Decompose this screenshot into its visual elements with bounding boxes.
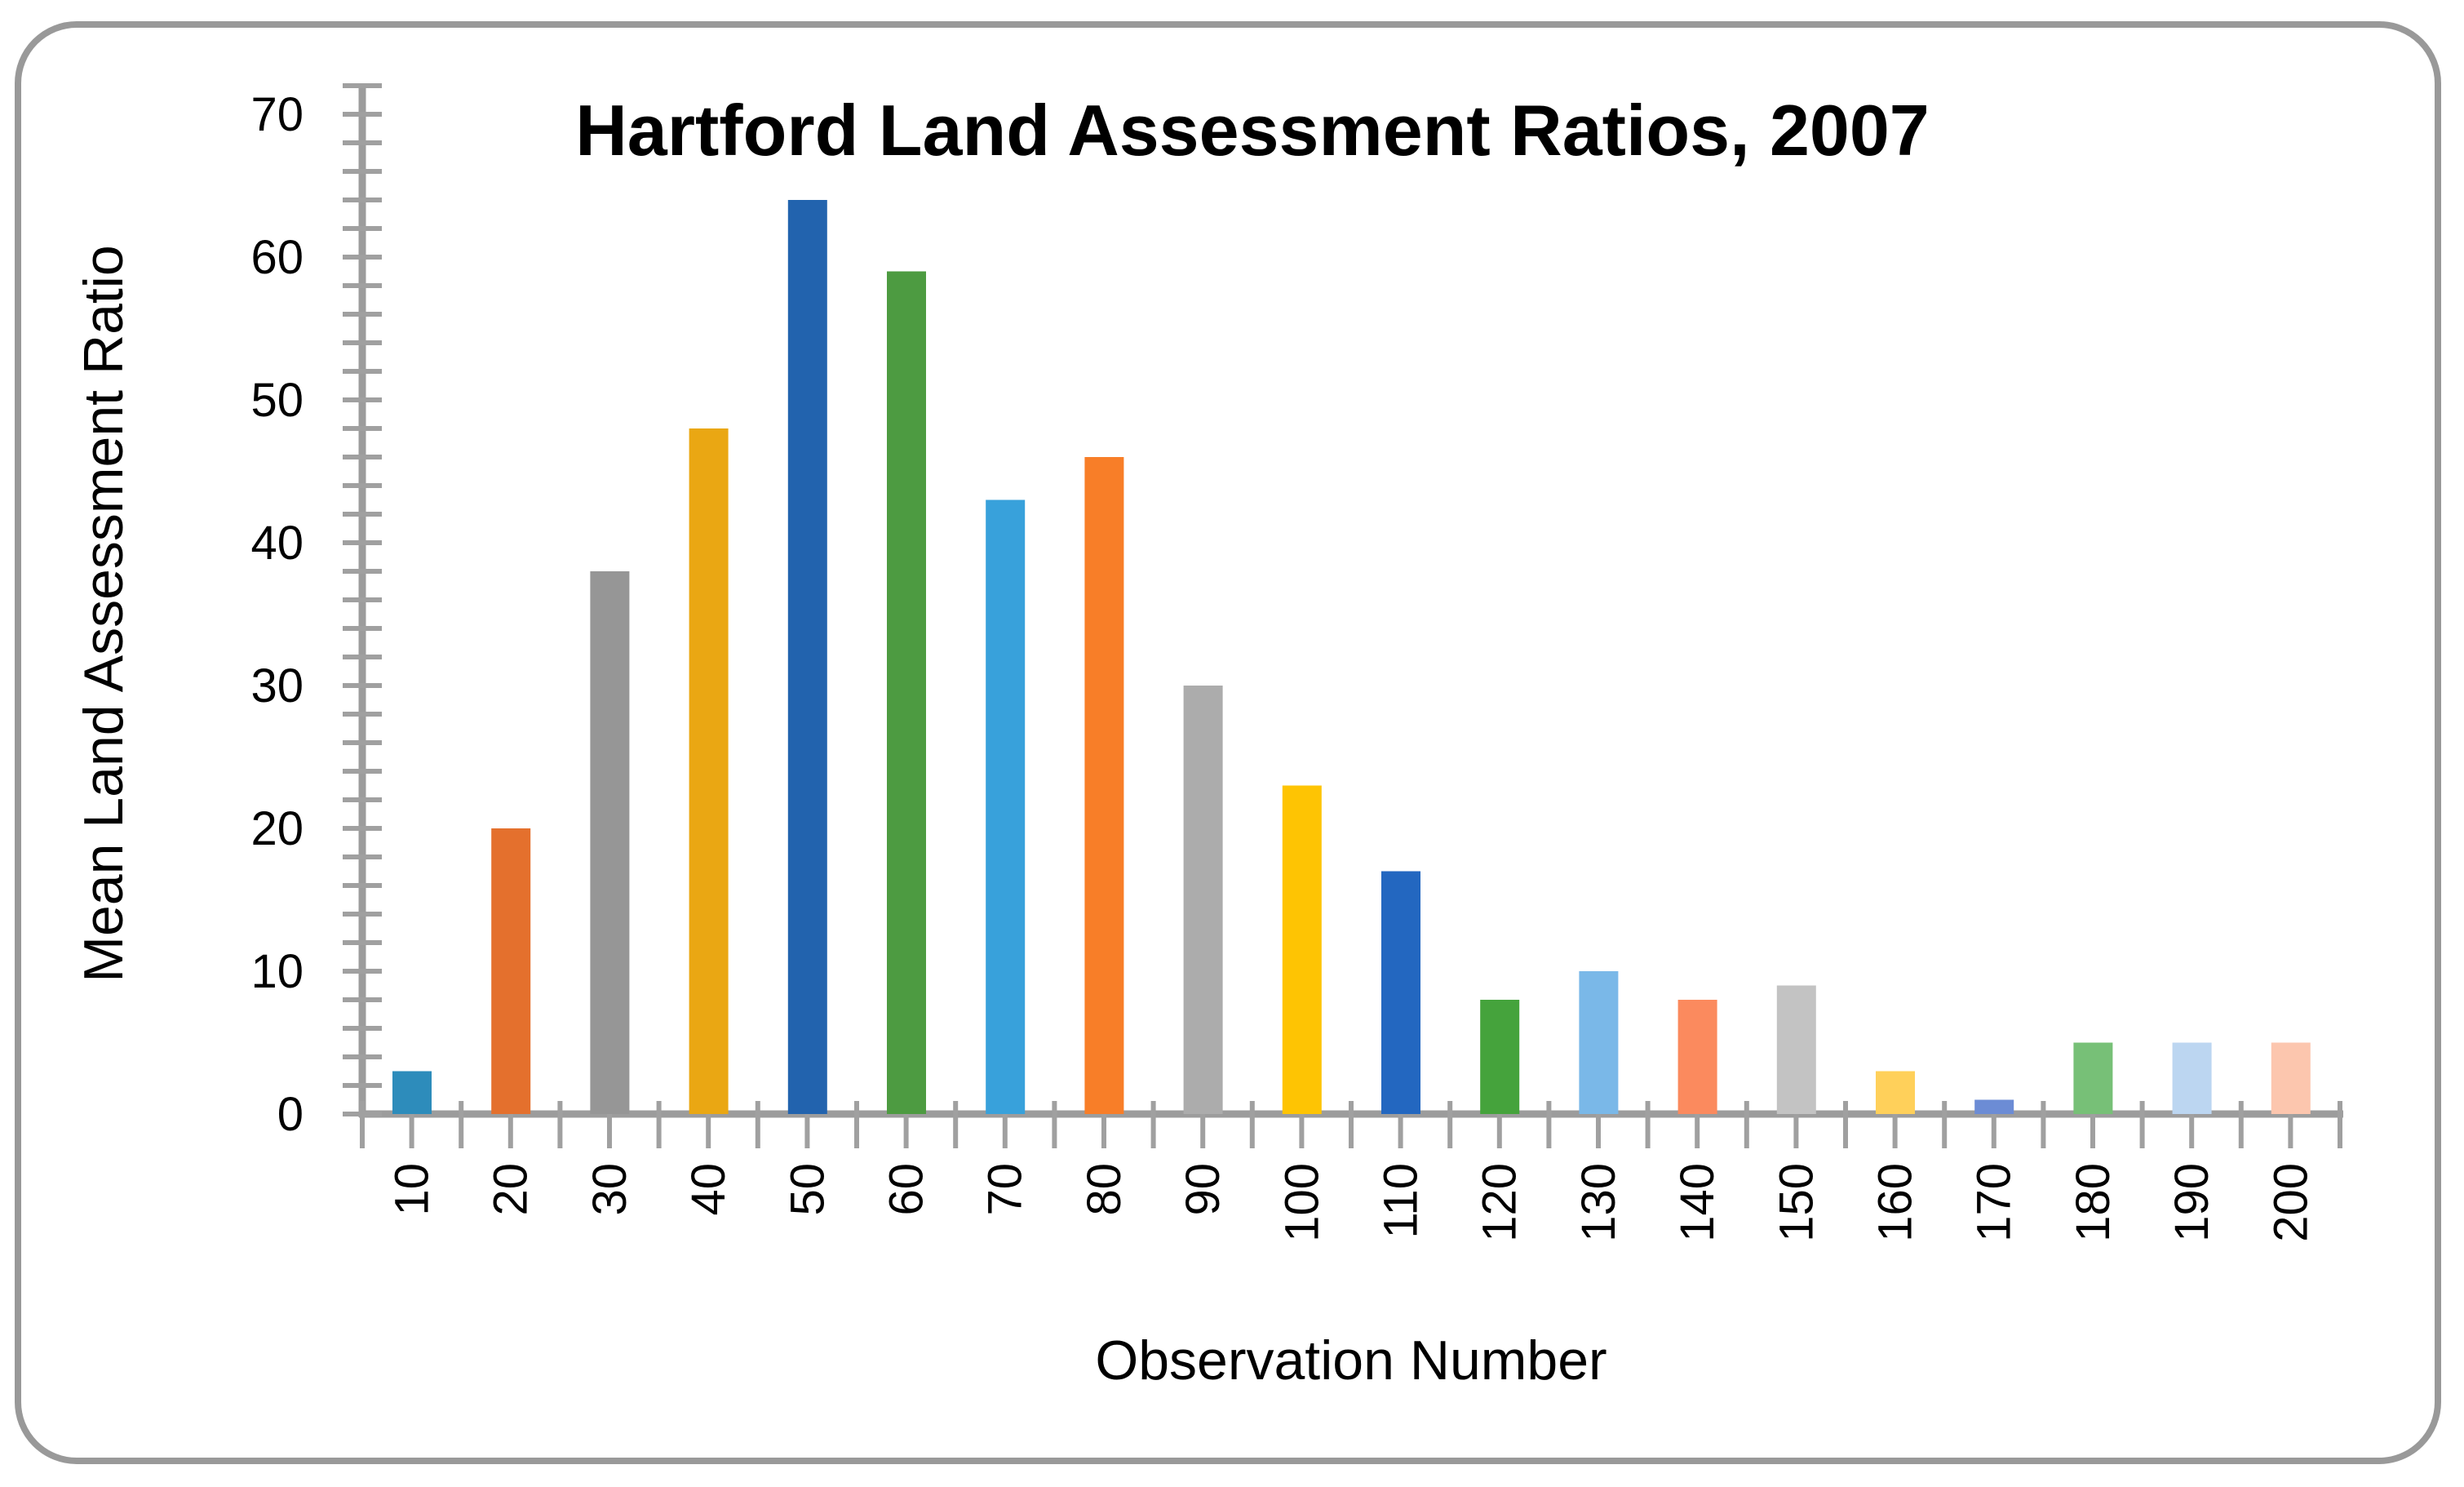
chart-border bbox=[15, 21, 2441, 1464]
bar-10 bbox=[392, 1071, 432, 1114]
x-tick-label: 150 bbox=[1770, 1163, 1823, 1242]
y-tick-label: 40 bbox=[250, 517, 304, 570]
y-tick-label: 0 bbox=[277, 1088, 304, 1141]
bar-50 bbox=[787, 200, 827, 1114]
x-tick-label: 200 bbox=[2264, 1163, 2317, 1242]
x-tick-label: 90 bbox=[1177, 1163, 1230, 1216]
plot-area: 0 10 20 30 40 50 60 70 10 20 30 40 50 60 70 80 90 100 110 1… bbox=[250, 83, 2343, 1242]
x-tick-label: 190 bbox=[2165, 1163, 2218, 1242]
y-tick-label: 50 bbox=[250, 374, 304, 427]
x-tick-label: 60 bbox=[880, 1163, 933, 1216]
x-tick-label: 80 bbox=[1078, 1163, 1131, 1216]
y-tick-label: 60 bbox=[250, 231, 304, 284]
y-tick-label: 10 bbox=[250, 945, 304, 998]
bar-120 bbox=[1480, 1000, 1520, 1114]
x-tick-label: 10 bbox=[386, 1163, 439, 1216]
bar-180 bbox=[2073, 1042, 2113, 1114]
x-tick-label: 180 bbox=[2067, 1163, 2120, 1242]
x-axis-title: Observation Number bbox=[1095, 1329, 1606, 1392]
bar-170 bbox=[1974, 1099, 2014, 1114]
bar-70 bbox=[986, 499, 1026, 1114]
x-tick-label: 140 bbox=[1671, 1163, 1724, 1242]
x-tick-label: 160 bbox=[1869, 1163, 1922, 1242]
bar-40 bbox=[689, 428, 729, 1114]
bar-90 bbox=[1183, 686, 1223, 1114]
bar-140 bbox=[1677, 1000, 1717, 1114]
x-tick-label: 100 bbox=[1275, 1163, 1328, 1242]
bar-60 bbox=[887, 271, 926, 1114]
bar-110 bbox=[1381, 871, 1420, 1114]
x-tick-label: 120 bbox=[1474, 1163, 1527, 1242]
y-tick-label: 20 bbox=[250, 802, 304, 855]
bar-150 bbox=[1776, 985, 1816, 1114]
x-tick-label: 170 bbox=[1968, 1163, 2021, 1242]
y-axis-title: Mean Land Assessment Ratio bbox=[73, 245, 135, 982]
bar-80 bbox=[1084, 457, 1124, 1114]
x-tick-label: 30 bbox=[583, 1163, 636, 1216]
bar-20 bbox=[491, 828, 531, 1114]
x-tick-label: 110 bbox=[1375, 1163, 1428, 1238]
x-tick-label: 130 bbox=[1572, 1163, 1625, 1242]
x-tick-label: 50 bbox=[781, 1163, 834, 1216]
bar-130 bbox=[1579, 971, 1619, 1114]
bar-30 bbox=[590, 571, 630, 1114]
bar-190 bbox=[2172, 1042, 2212, 1114]
chart-title: Hartford Land Assessment Ratios, 2007 bbox=[575, 90, 1930, 171]
x-tick-label: 70 bbox=[979, 1163, 1032, 1216]
x-tick-label: 20 bbox=[485, 1163, 538, 1216]
x-tick-label: 40 bbox=[682, 1163, 735, 1216]
bar-100 bbox=[1282, 785, 1322, 1114]
bar-200 bbox=[2271, 1042, 2311, 1114]
y-tick-label: 70 bbox=[250, 88, 304, 141]
bar-160 bbox=[1876, 1071, 1915, 1114]
y-tick-label: 30 bbox=[250, 659, 304, 712]
